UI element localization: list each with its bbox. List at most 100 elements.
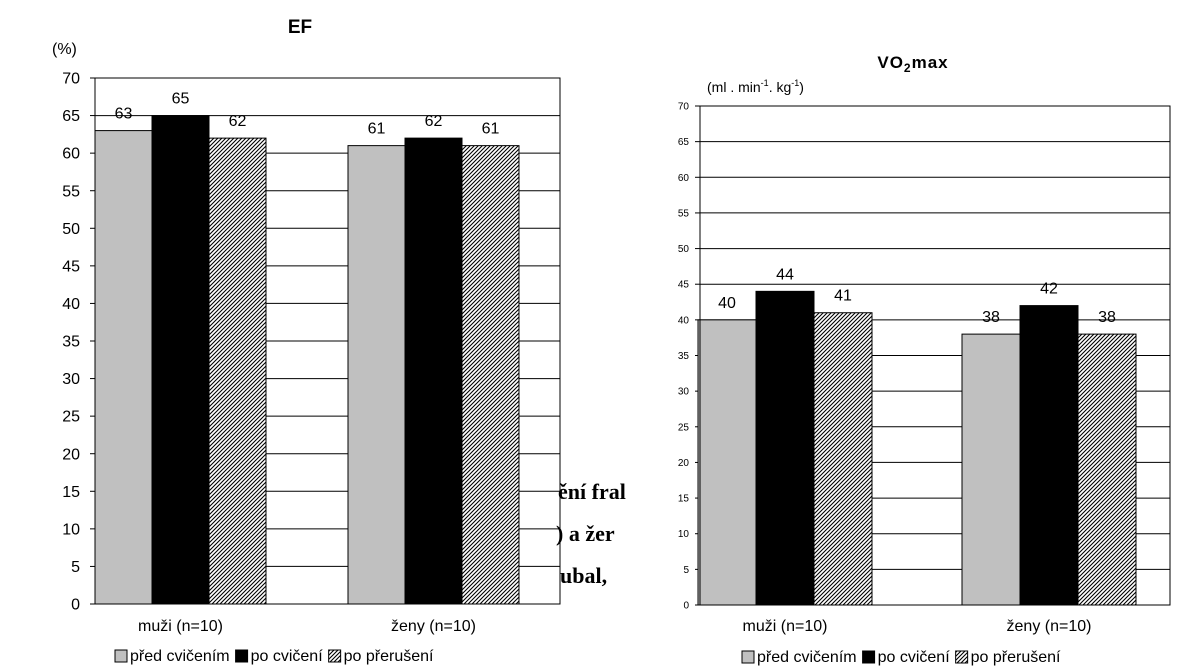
chart-ef-y-ticks: 0 5 10 15 20 25 30 35 40 45 50 55 60 65 70: [62, 71, 95, 614]
chart-vo2max-legend-label: před cvičením: [757, 649, 857, 666]
title-main: VO: [877, 53, 904, 72]
chart-ef-legend-label: před cvičením: [130, 648, 230, 665]
chart-vo2max-legend-label: po přerušení: [971, 649, 1061, 666]
chart-ef-legend-label: po cvičení: [251, 648, 324, 665]
chart-ef-bar: [94, 130, 153, 605]
chart-vo2max-data-label: 40: [718, 295, 736, 312]
chart-ef-legend-swatch: [114, 649, 128, 663]
chart-vo2max-category-label: ženy (n=10): [1007, 618, 1092, 635]
chart-vo2max-ylabel: (ml . min-1. kg-1): [707, 78, 804, 95]
chart-ef-data-label: 65: [172, 91, 190, 108]
title-rest: max: [912, 53, 949, 72]
chart-vo2max-legend-label: po cvičení: [878, 649, 951, 666]
chart-vo2max-y-tick-label: 70: [678, 102, 690, 113]
chart-ef-bar: [404, 137, 463, 605]
chart-ef-data-label: 61: [482, 121, 500, 138]
chart-vo2max-bar: [697, 319, 757, 606]
chart-ef-y-tick-label: 0: [71, 597, 80, 614]
chart-ef-y-tick-label: 70: [62, 71, 80, 88]
ylabel-part-2: . kg: [769, 79, 792, 95]
chart-ef-data-labels: 63 65 62 61 62 61: [115, 91, 500, 138]
chart-ef-y-tick-label: 15: [62, 484, 80, 501]
chart-ef-legend-swatch: [235, 649, 249, 663]
chart-ef-bar: [347, 145, 406, 605]
chart-ef-y-tick-label: 25: [62, 409, 80, 426]
chart-vo2max-title: VO2max: [877, 53, 948, 75]
background-text-line-3: ubal,: [560, 563, 607, 588]
chart-vo2max-data-label: 38: [982, 309, 1000, 326]
chart-vo2max-y-tick-label: 20: [678, 458, 690, 469]
chart-vo2max-y-tick-label: 5: [683, 565, 689, 576]
background-text-line-2: ) a žer: [556, 521, 615, 546]
chart-vo2max-bar: [961, 333, 1021, 606]
chart-vo2max-y-tick-label: 50: [678, 244, 690, 255]
chart-ef-data-label: 61: [368, 121, 386, 138]
chart-vo2max-bar: [813, 312, 873, 606]
chart-vo2max-legend-swatch: [741, 650, 755, 664]
chart-ef-category-label: ženy (n=10): [391, 618, 476, 635]
chart-ef-title: EF: [288, 17, 312, 38]
chart-ef-y-tick-label: 35: [62, 334, 80, 351]
chart-vo2max-y-tick-label: 10: [678, 529, 690, 540]
chart-vo2max-data-label: 38: [1098, 309, 1116, 326]
chart-vo2max-bar: [1077, 333, 1137, 606]
chart-ef-y-tick-label: 50: [62, 221, 80, 238]
chart-ef-data-label: 63: [115, 106, 133, 123]
chart-ef-x-ticks: muži (n=10) ženy (n=10): [138, 618, 476, 635]
chart-vo2max-legend-swatch: [955, 650, 969, 664]
chart-ef-category-label: muži (n=10): [138, 618, 223, 635]
chart-ef-bar: [461, 145, 520, 605]
chart-vo2max-y-tick-label: 35: [678, 351, 690, 362]
chart-ef-legend: před cvičením po cvičení po přerušení: [114, 648, 434, 665]
chart-vo2max-y-ticks: 0 5 10 15 20 25 30 35 40 45 50 55 60 65 70: [678, 102, 700, 612]
chart-vo2max-y-tick-label: 25: [678, 422, 690, 433]
chart-vo2max-data-label: 44: [776, 266, 794, 283]
chart-ef-legend-swatch: [328, 649, 342, 663]
ylabel-part-1: (ml . min: [707, 79, 761, 95]
chart-ef-y-tick-label: 60: [62, 146, 80, 163]
background-document-text: ění fral ) a žer ubal,: [556, 479, 626, 588]
chart-ef-ylabel: (%): [52, 41, 77, 58]
chart-ef-y-tick-label: 30: [62, 371, 80, 388]
title-subscript: 2: [904, 61, 912, 75]
chart-vo2max-bars: [697, 290, 1137, 606]
chart-vo2max-bar: [1019, 305, 1079, 606]
chart-vo2max-plot-frame: [699, 105, 1171, 606]
chart-vo2max-legend-swatch: [862, 650, 876, 664]
chart-ef-y-tick-label: 55: [62, 183, 80, 200]
chart-ef: EF (%) 0 5 10 15 20 25 30 35 40 45 50 55 60 65 70 63 65…: [52, 17, 561, 665]
chart-vo2max-x-ticks: muži (n=10) ženy (n=10): [743, 618, 1092, 635]
chart-ef-data-label: 62: [229, 113, 247, 130]
chart-vo2max-y-tick-label: 15: [678, 494, 690, 505]
chart-ef-bar: [208, 137, 267, 605]
chart-vo2max-y-tick-label: 30: [678, 387, 690, 398]
chart-vo2max-legend: před cvičením po cvičení po přerušení: [741, 649, 1061, 666]
chart-ef-y-tick-label: 5: [71, 559, 80, 576]
chart-ef-y-tick-label: 65: [62, 108, 80, 125]
chart-vo2max-category-label: muži (n=10): [743, 618, 828, 635]
chart-ef-plot-frame: [94, 77, 561, 605]
chart-vo2max-data-label: 41: [834, 288, 852, 305]
chart-ef-y-tick-label: 40: [62, 296, 80, 313]
ylabel-part-3: ): [799, 79, 804, 95]
chart-vo2max-y-tick-label: 65: [678, 137, 690, 148]
chart-vo2max-data-label: 42: [1040, 281, 1058, 298]
background-text-line-1: ění fral: [558, 479, 626, 504]
ylabel-sup-2: -1: [791, 78, 799, 88]
chart-vo2max-y-tick-label: 40: [678, 315, 690, 326]
chart-vo2max: VO2max (ml . min-1. kg-1) 05101520253035…: [678, 53, 1171, 666]
chart-vo2max-y-tick-label: 55: [678, 208, 690, 219]
chart-ef-bar: [151, 115, 210, 605]
chart-ef-y-tick-label: 10: [62, 521, 80, 538]
chart-ef-y-tick-label: 45: [62, 258, 80, 275]
chart-vo2max-y-tick-label: 0: [683, 601, 689, 612]
chart-vo2max-bar: [755, 290, 815, 606]
ylabel-sup-1: -1: [761, 78, 769, 88]
chart-vo2max-y-tick-label: 45: [678, 280, 690, 291]
chart-ef-y-tick-label: 20: [62, 446, 80, 463]
chart-ef-bars: [94, 115, 520, 605]
chart-ef-data-label: 62: [425, 113, 443, 130]
chart-ef-legend-label: po přerušení: [344, 648, 434, 665]
chart-vo2max-y-tick-label: 60: [678, 173, 690, 184]
